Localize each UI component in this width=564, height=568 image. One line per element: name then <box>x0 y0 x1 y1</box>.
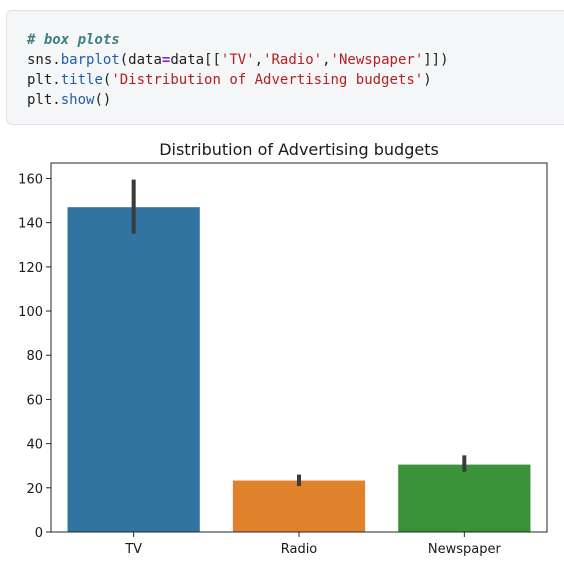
chart-title: Distribution of Advertising budgets <box>159 140 439 159</box>
y-tick-label: 20 <box>26 482 43 497</box>
code-token: , <box>254 52 264 68</box>
code-token: ( <box>102 72 112 88</box>
code-token: . <box>52 72 61 88</box>
y-tick-label: 140 <box>18 217 43 232</box>
code-editor[interactable]: # box plots sns.barplot(data=data[['TV','… <box>27 30 449 110</box>
x-tick-label: Newspaper <box>428 542 502 557</box>
code-token: . <box>52 92 61 108</box>
plot-area <box>50 162 548 533</box>
code-token: show <box>60 92 95 108</box>
y-tick-label: 60 <box>26 393 43 408</box>
code-token: title <box>60 72 103 88</box>
code-line: plt.show() <box>27 90 449 110</box>
code-line: sns.barplot(data=data[['TV','Radio','New… <box>27 50 449 70</box>
y-tick-label: 160 <box>18 172 43 187</box>
code-token: data[[ <box>170 52 221 68</box>
code-token: (data <box>119 52 162 68</box>
code-token: 'Radio' <box>263 52 323 68</box>
code-token: sns <box>27 52 53 68</box>
code-line: plt.title('Distribution of Advertising b… <box>27 70 449 90</box>
code-token: plt <box>27 92 53 108</box>
y-tick-label: 80 <box>26 349 43 364</box>
code-token: 'Newspaper' <box>330 52 424 68</box>
code-line: # box plots <box>27 30 449 50</box>
code-token: . <box>52 52 61 68</box>
code-cell[interactable]: # box plots sns.barplot(data=data[['TV','… <box>6 10 564 125</box>
code-token: = <box>161 52 171 68</box>
y-tick-label: 40 <box>26 438 43 453</box>
y-tick-label: 0 <box>35 526 43 541</box>
bar-chart: Distribution of Advertising budgets 0 20 4… <box>18 140 548 557</box>
x-tick-label: Radio <box>281 542 318 557</box>
code-token: , <box>322 52 331 68</box>
code-token: barplot <box>60 52 120 68</box>
bar-tv <box>67 207 200 532</box>
code-token: plt <box>27 72 53 88</box>
code-token: ) <box>423 72 432 88</box>
x-tick-label: TV <box>124 542 142 557</box>
bar-newspaper <box>398 464 531 532</box>
y-tick-label: 120 <box>18 261 43 276</box>
code-token: # box plots <box>27 32 120 48</box>
code-token: 'Distribution of Advertising budgets' <box>111 72 424 88</box>
code-token: 'TV' <box>220 52 255 68</box>
y-tick-label: 100 <box>18 305 43 320</box>
code-token: ]]) <box>423 52 449 68</box>
code-token: () <box>94 92 112 108</box>
bar-radio <box>232 480 366 532</box>
